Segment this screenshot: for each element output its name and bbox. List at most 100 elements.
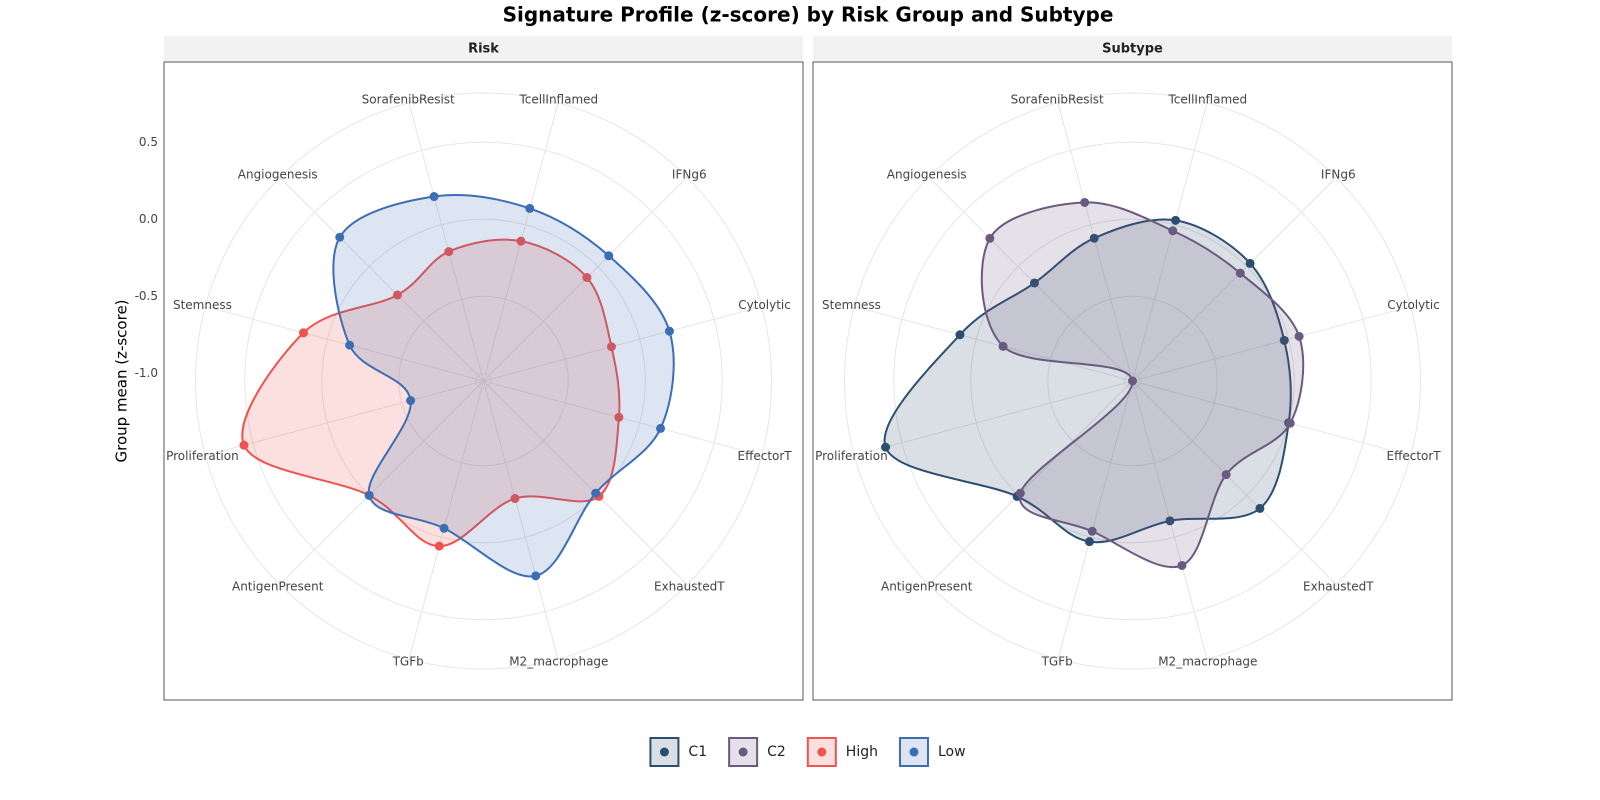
- data-point: [1084, 537, 1094, 547]
- category-label: EffectorT: [738, 449, 793, 463]
- strip: [164, 36, 803, 61]
- outer-ring: [844, 92, 1421, 670]
- category-label: SorafenibResist: [362, 92, 455, 106]
- data-point: [1087, 526, 1097, 536]
- legend-item: High: [806, 737, 878, 767]
- grid-ring: [1124, 372, 1141, 390]
- legend-dot: [817, 747, 827, 757]
- spoke: [854, 380, 1133, 457]
- spoke: [928, 176, 1133, 382]
- spoke: [1132, 305, 1411, 382]
- y-axis-title: Group mean (z-score): [113, 299, 131, 462]
- panel-title: Subtype: [1102, 42, 1163, 57]
- data-point: [985, 233, 995, 243]
- spoke: [1132, 380, 1337, 586]
- spoke: [279, 380, 484, 586]
- data-point: [1255, 503, 1265, 513]
- spoke: [928, 380, 1133, 586]
- grid-ring: [244, 141, 723, 621]
- category-label: TcellInflamed: [1167, 92, 1247, 106]
- data-point: [1128, 376, 1137, 386]
- data-point: [582, 273, 592, 283]
- legend-item: Low: [898, 737, 966, 767]
- legend-label: C2: [767, 744, 786, 760]
- data-point: [345, 340, 355, 350]
- category-label: Proliferation: [815, 449, 888, 463]
- data-point: [335, 232, 345, 242]
- data-point: [525, 203, 535, 213]
- data-point: [392, 290, 402, 300]
- spoke: [205, 380, 484, 457]
- category-label: Proliferation: [166, 449, 239, 463]
- data-point: [1285, 418, 1295, 428]
- legend-dot: [659, 747, 669, 757]
- y-tick-label: 0.5: [139, 135, 158, 149]
- spoke: [279, 176, 484, 382]
- category-label: TGFb: [1041, 655, 1073, 669]
- legend-label: C1: [688, 744, 707, 760]
- category-label: SorafenibResist: [1011, 92, 1104, 106]
- legend-item: C1: [649, 737, 707, 767]
- data-point: [656, 423, 666, 433]
- spoke: [483, 380, 688, 586]
- grid-ring: [398, 295, 569, 467]
- category-label: AntigenPresent: [881, 579, 973, 593]
- category-label: Stemness: [173, 298, 232, 312]
- legend-key: [649, 737, 680, 767]
- data-point: [516, 236, 526, 246]
- data-point: [1089, 233, 1099, 243]
- spoke: [1057, 380, 1133, 660]
- data-point: [1235, 268, 1245, 278]
- legend-label: High: [846, 744, 878, 760]
- category-label: IFNg6: [1321, 168, 1356, 182]
- data-point: [434, 541, 444, 551]
- data-point: [1279, 335, 1289, 345]
- legend: C1 C2 High Low: [649, 737, 966, 767]
- data-point: [510, 494, 520, 504]
- spoke: [205, 305, 484, 382]
- data-point: [998, 341, 1008, 351]
- data-point: [1171, 215, 1181, 225]
- data-point: [606, 342, 616, 352]
- data-point: [429, 192, 439, 202]
- spoke: [854, 305, 1133, 382]
- data-point: [298, 328, 308, 338]
- category-label: M2_macrophage: [509, 655, 608, 669]
- data-point: [1168, 226, 1178, 236]
- legend-item: C2: [728, 737, 786, 767]
- data-point: [614, 412, 624, 422]
- strip: [813, 36, 1452, 61]
- grid-ring: [321, 218, 646, 544]
- panel-border: [163, 61, 804, 701]
- y-tick-label: -0.5: [135, 289, 158, 303]
- data-point: [591, 488, 601, 498]
- category-label: TGFb: [392, 655, 424, 669]
- data-point: [1080, 197, 1090, 207]
- y-tick-label: -1.0: [135, 366, 158, 380]
- legend-dot: [909, 747, 919, 757]
- grid-ring: [475, 372, 492, 390]
- spoke: [483, 380, 559, 660]
- data-point: [881, 442, 891, 452]
- spoke: [1132, 102, 1208, 382]
- data-point: [439, 523, 449, 533]
- data-point: [955, 330, 965, 340]
- data-point: [1165, 516, 1175, 526]
- category-label: AntigenPresent: [232, 579, 324, 593]
- spoke: [483, 305, 762, 382]
- data-point: [531, 571, 541, 581]
- y-tick-label: 0.0: [139, 212, 158, 226]
- spoke: [1132, 380, 1411, 457]
- grid-ring: [893, 141, 1372, 621]
- category-label: Cytolytic: [738, 298, 791, 312]
- category-label: EffectorT: [1387, 449, 1442, 463]
- legend-dot: [738, 747, 748, 757]
- data-point: [1294, 331, 1304, 341]
- data-point: [239, 440, 249, 450]
- data-point: [604, 251, 614, 261]
- spoke: [408, 380, 484, 660]
- data-point: [1029, 278, 1039, 288]
- data-point: [664, 326, 674, 336]
- data-point: [1177, 560, 1187, 570]
